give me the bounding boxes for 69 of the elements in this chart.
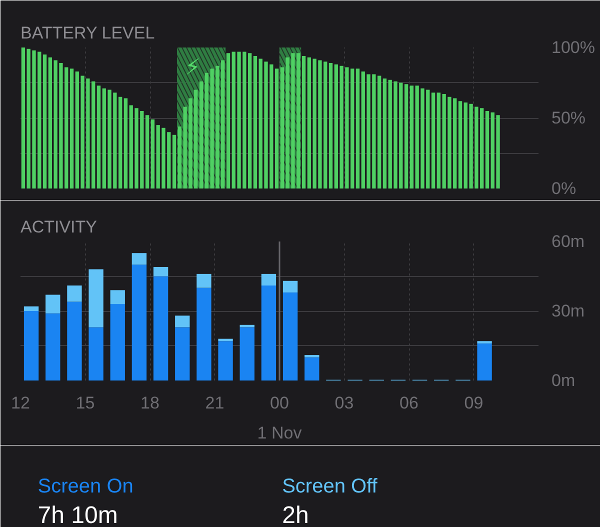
bar <box>150 119 155 188</box>
bar <box>88 269 104 328</box>
bar <box>24 311 39 380</box>
bar <box>153 266 168 276</box>
bar <box>282 292 298 380</box>
bar <box>96 86 101 188</box>
bar <box>67 302 82 380</box>
bar <box>132 253 147 265</box>
chart-title: BATTERY LEVEL <box>20 24 155 42</box>
bar <box>274 68 279 188</box>
y-tick-label: 50% <box>552 108 586 128</box>
text: 2h <box>282 502 309 527</box>
text: Screen Off <box>282 476 378 498</box>
text: Screen On <box>38 476 134 498</box>
bar <box>196 288 212 380</box>
bar <box>485 110 490 188</box>
bar <box>46 294 60 314</box>
bar <box>172 134 176 188</box>
bar <box>304 357 320 380</box>
chart-title: ACTIVITY <box>20 218 98 236</box>
bar <box>70 68 74 188</box>
ref-line-label: 1 Nov <box>257 424 302 442</box>
x-tick-label: 18 <box>140 394 160 412</box>
bar <box>382 78 387 188</box>
bar <box>110 290 125 304</box>
bar <box>46 313 60 380</box>
bar <box>477 343 492 380</box>
bar <box>196 274 212 288</box>
bar <box>356 68 360 188</box>
bar <box>145 115 150 188</box>
bar <box>42 54 47 188</box>
bar <box>175 327 190 380</box>
bar <box>261 286 276 380</box>
bar <box>24 306 39 311</box>
y-tick-label: 60m <box>552 232 585 251</box>
x-tick-label: 15 <box>76 394 95 412</box>
bar <box>458 101 462 188</box>
bar <box>226 53 230 188</box>
bar <box>253 56 258 188</box>
bar <box>88 327 104 380</box>
x-tick-label: 03 <box>334 394 354 412</box>
x-tick-label: 09 <box>464 394 484 412</box>
x-tick-label: 21 <box>205 394 224 412</box>
bar <box>67 286 82 302</box>
bar <box>199 81 204 188</box>
bar <box>261 274 276 286</box>
bar <box>410 86 414 188</box>
x-tick-label: 12 <box>11 394 30 412</box>
bar <box>431 92 436 188</box>
bar <box>302 56 306 188</box>
bar <box>124 98 128 188</box>
bar <box>280 67 284 188</box>
x-tick-label: 00 <box>270 394 289 412</box>
y-tick-label: 100% <box>552 38 595 57</box>
bar <box>240 327 254 380</box>
bar <box>110 304 125 380</box>
x-tick-label: 06 <box>400 394 418 412</box>
bar <box>132 264 147 380</box>
bar <box>175 316 190 328</box>
bar <box>21 48 26 188</box>
text: 7h 10m <box>38 502 118 527</box>
y-tick-label: 0% <box>552 179 576 198</box>
bar <box>282 280 298 292</box>
bar <box>328 63 333 188</box>
bar <box>218 341 233 380</box>
bar <box>404 84 408 188</box>
y-tick-label: 30m <box>552 302 585 320</box>
bar <box>153 276 168 380</box>
y-tick-label: 0m <box>552 371 576 390</box>
